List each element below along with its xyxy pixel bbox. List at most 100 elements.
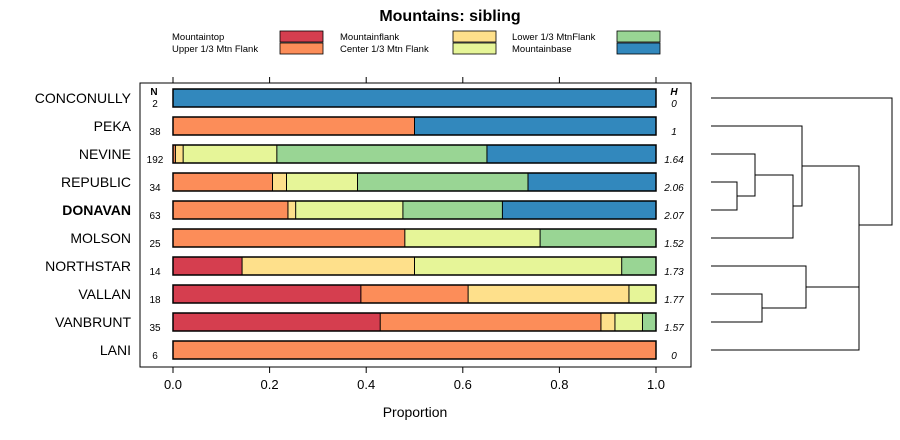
bars-group [172,88,657,360]
h-value-vallan: 1.77 [664,295,684,306]
bar-segment-donavan-mountainflank [287,201,296,219]
row-label-northstar: NORTHSTAR [45,258,131,274]
bar-segment-vanbrunt-center-1-3-mtn-flank [614,313,643,331]
legend-label-mountainflank: Mountainflank [340,32,399,43]
bar-segment-republic-mountainbase [528,173,656,191]
bar-segment-donavan-upper-1-3-mtn-flank [173,201,288,219]
legend-swatch-mountainflank [452,30,497,43]
legend-label-center-1-3-mtn-flank: Center 1/3 Mtn Flank [340,44,429,55]
legend-swatch-mountaintop [279,30,324,43]
legend-swatch-center-1-3-mtn-flank [452,42,497,55]
legend-swatch-lower-1-3-mtnflank [616,30,661,43]
h-value-donavan: 2.07 [663,211,684,222]
h-value-lani: 0 [671,351,677,362]
h-value-nevine: 1.64 [664,155,684,166]
bar-segment-donavan-lower-1-3-mtnflank [402,201,503,219]
dendrogram-link-lani-cluster [711,286,860,351]
bar-segment-nevine-upper-1-3-mtn-flank [173,145,176,163]
row-label-lani: LANI [100,342,131,358]
bar-segment-vallan-upper-1-3-mtn-flank [360,285,469,303]
bar-segment-peka-mountainbase [414,117,656,135]
bar-segment-donavan-center-1-3-mtn-flank [295,201,403,219]
legend-label-lower-1-3-mtnflank: Lower 1/3 MtnFlank [512,32,596,43]
legend-label-upper-1-3-mtn-flank: Upper 1/3 Mtn Flank [172,44,258,55]
bar-segment-republic-mountainflank [272,173,287,191]
n-value-republic: 34 [149,183,161,194]
n-value-northstar: 14 [149,267,161,278]
bar-outline-molson [172,228,657,248]
row-label-nevine: NEVINE [79,146,131,162]
bar-segment-nevine-mountainbase [486,145,656,163]
x-tick-label-3: 0.6 [454,377,472,392]
bar-segment-republic-center-1-3-mtn-flank [286,173,358,191]
dendrogram-link-vallan-vanbrunt [711,293,763,323]
bar-segment-northstar-center-1-3-mtn-flank [414,257,622,275]
h-column-header: H [670,87,678,98]
h-value-peka: 1 [671,127,677,138]
chart-title: Mountains: sibling [379,8,520,25]
bar-outline-vanbrunt [172,312,657,332]
x-tick-label-1: 0.2 [261,377,279,392]
dendrogram-link-upper-lower [802,165,860,225]
bar-segment-vanbrunt-mountaintop [173,313,381,331]
bar-segment-molson-upper-1-3-mtn-flank [173,229,405,247]
plot-frame [139,82,692,368]
dendrogram-link-nevine-cluster [711,153,756,197]
n-value-nevine: 192 [147,155,164,166]
row-label-donavan: DONAVAN [62,202,131,218]
dendrogram-link-peka-cluster [711,125,803,207]
x-tick-label-2: 0.4 [357,377,375,392]
h-value-vanbrunt: 1.57 [664,323,684,334]
bar-segment-republic-upper-1-3-mtn-flank [173,173,273,191]
n-value-conconully: 2 [152,99,158,110]
n-value-donavan: 63 [149,211,161,222]
legend-label-mountaintop: Mountaintop [172,32,224,43]
bar-segment-vallan-mountainflank [468,285,629,303]
x-axis: 0.0 0.2 0.4 0.6 0.8 1.0 [164,77,665,392]
row-label-vanbrunt: VANBRUNT [55,314,131,330]
n-value-vallan: 18 [149,295,161,306]
dendrogram-link-republic-donavan [711,181,738,211]
x-tick-label-5: 1.0 [647,377,665,392]
bar-segment-vallan-center-1-3-mtn-flank [628,285,656,303]
bar-segment-conconully-mountainbase [173,89,656,107]
x-tick-label-4: 0.8 [550,377,568,392]
bar-segment-vanbrunt-mountainflank [600,313,615,331]
bar-segment-peka-upper-1-3-mtn-flank [173,117,415,135]
dendrogram [711,97,893,351]
row-label-vallan: VALLAN [78,286,131,302]
row-label-republic: REPUBLIC [61,174,131,190]
bar-segment-nevine-lower-1-3-mtnflank [276,145,487,163]
h-value-molson: 1.52 [664,239,684,250]
dendrogram-link-northstar-cluster [711,265,807,309]
bar-outline-lani [172,340,657,360]
bar-segment-nevine-mountainflank [175,145,184,163]
bar-segment-vanbrunt-upper-1-3-mtn-flank [380,313,601,331]
bar-segment-donavan-mountainbase [502,201,656,219]
legend-label-mountainbase: Mountainbase [512,44,572,55]
row-label-peka: PEKA [94,118,132,134]
legend-swatch-upper-1-3-mtn-flank [279,42,324,55]
bar-segment-northstar-mountainflank [242,257,415,275]
bar-outline-republic [172,172,657,192]
bar-outline-conconully [172,88,657,108]
bar-outline-donavan [172,200,657,220]
bar-segment-molson-lower-1-3-mtnflank [540,229,656,247]
n-value-peka: 38 [149,127,161,138]
bar-segment-nevine-center-1-3-mtn-flank [183,145,277,163]
h-value-northstar: 1.73 [664,267,684,278]
bar-outline-vallan [172,284,657,304]
n-column-header: N [150,87,157,98]
bar-segment-northstar-lower-1-3-mtnflank [621,257,656,275]
h-value-republic: 2.06 [663,183,684,194]
x-axis-label: Proportion [383,404,448,420]
n-value-vanbrunt: 35 [149,323,161,334]
bar-segment-northstar-mountaintop [173,257,243,275]
n-value-lani: 6 [152,351,158,362]
row-label-molson: MOLSON [70,230,131,246]
h-value-conconully: 0 [671,99,677,110]
dendrogram-link-root [711,97,893,226]
bar-segment-vallan-mountaintop [173,285,361,303]
row-labels: CONCONULLY 2 0 PEKA 38 1 NEVINE 192 1.64 REPUBLIC… [35,90,684,362]
